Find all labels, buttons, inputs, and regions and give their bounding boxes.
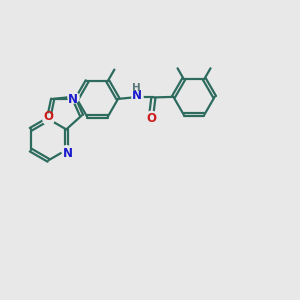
Text: O: O — [146, 112, 156, 125]
Text: N: N — [68, 93, 78, 106]
Text: N: N — [63, 147, 73, 160]
Text: O: O — [44, 110, 53, 123]
Text: H: H — [132, 83, 141, 93]
Text: N: N — [132, 89, 142, 103]
